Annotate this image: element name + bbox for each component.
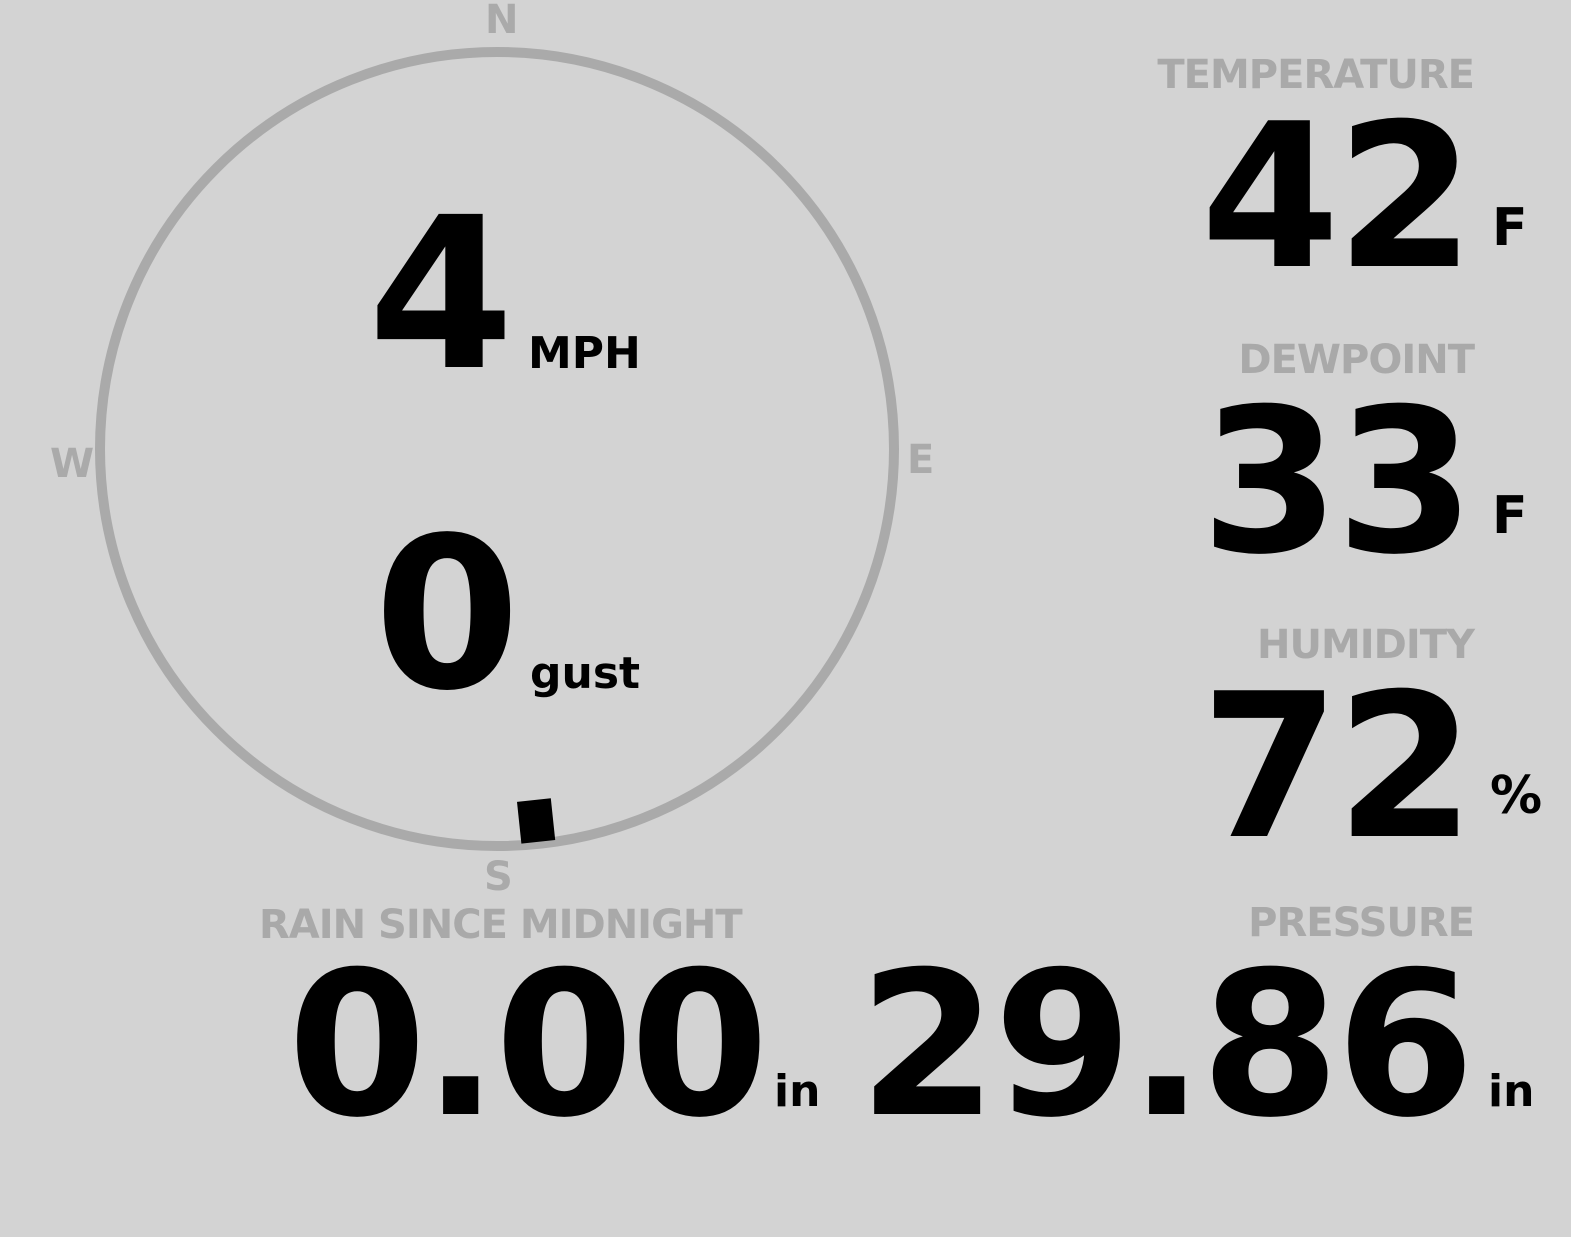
pressure-value: 29.86 bbox=[858, 929, 1475, 1162]
humidity-label: HUMIDITY bbox=[1257, 622, 1475, 668]
humidity-unit: % bbox=[1490, 766, 1543, 826]
wind-gust-value: 0 bbox=[374, 492, 520, 737]
temperature-label: TEMPERATURE bbox=[1157, 52, 1475, 98]
temperature-value: 42 bbox=[1200, 81, 1475, 314]
compass-south-label: S bbox=[484, 854, 513, 900]
rain-label: RAIN SINCE MIDNIGHT bbox=[259, 902, 743, 948]
humidity-value: 72 bbox=[1200, 651, 1475, 884]
compass-east-label: E bbox=[907, 437, 935, 483]
dewpoint-unit: F bbox=[1492, 486, 1528, 546]
wind-speed-value: 4 bbox=[368, 172, 514, 417]
rain-unit: in bbox=[774, 1066, 821, 1117]
wind-gust-unit: gust bbox=[530, 648, 641, 699]
temperature-unit: F bbox=[1492, 198, 1528, 258]
compass-ring bbox=[95, 47, 899, 851]
wind-direction-marker bbox=[516, 798, 556, 844]
dewpoint-value: 33 bbox=[1200, 366, 1475, 599]
dewpoint-label: DEWPOINT bbox=[1238, 337, 1475, 383]
compass-west-label: W bbox=[50, 441, 95, 487]
pressure-label: PRESSURE bbox=[1248, 900, 1475, 946]
rain-value: 0.00 bbox=[287, 929, 769, 1162]
wind-speed-unit: MPH bbox=[528, 328, 641, 379]
pressure-unit: in bbox=[1488, 1066, 1535, 1117]
compass-north-label: N bbox=[485, 0, 519, 43]
